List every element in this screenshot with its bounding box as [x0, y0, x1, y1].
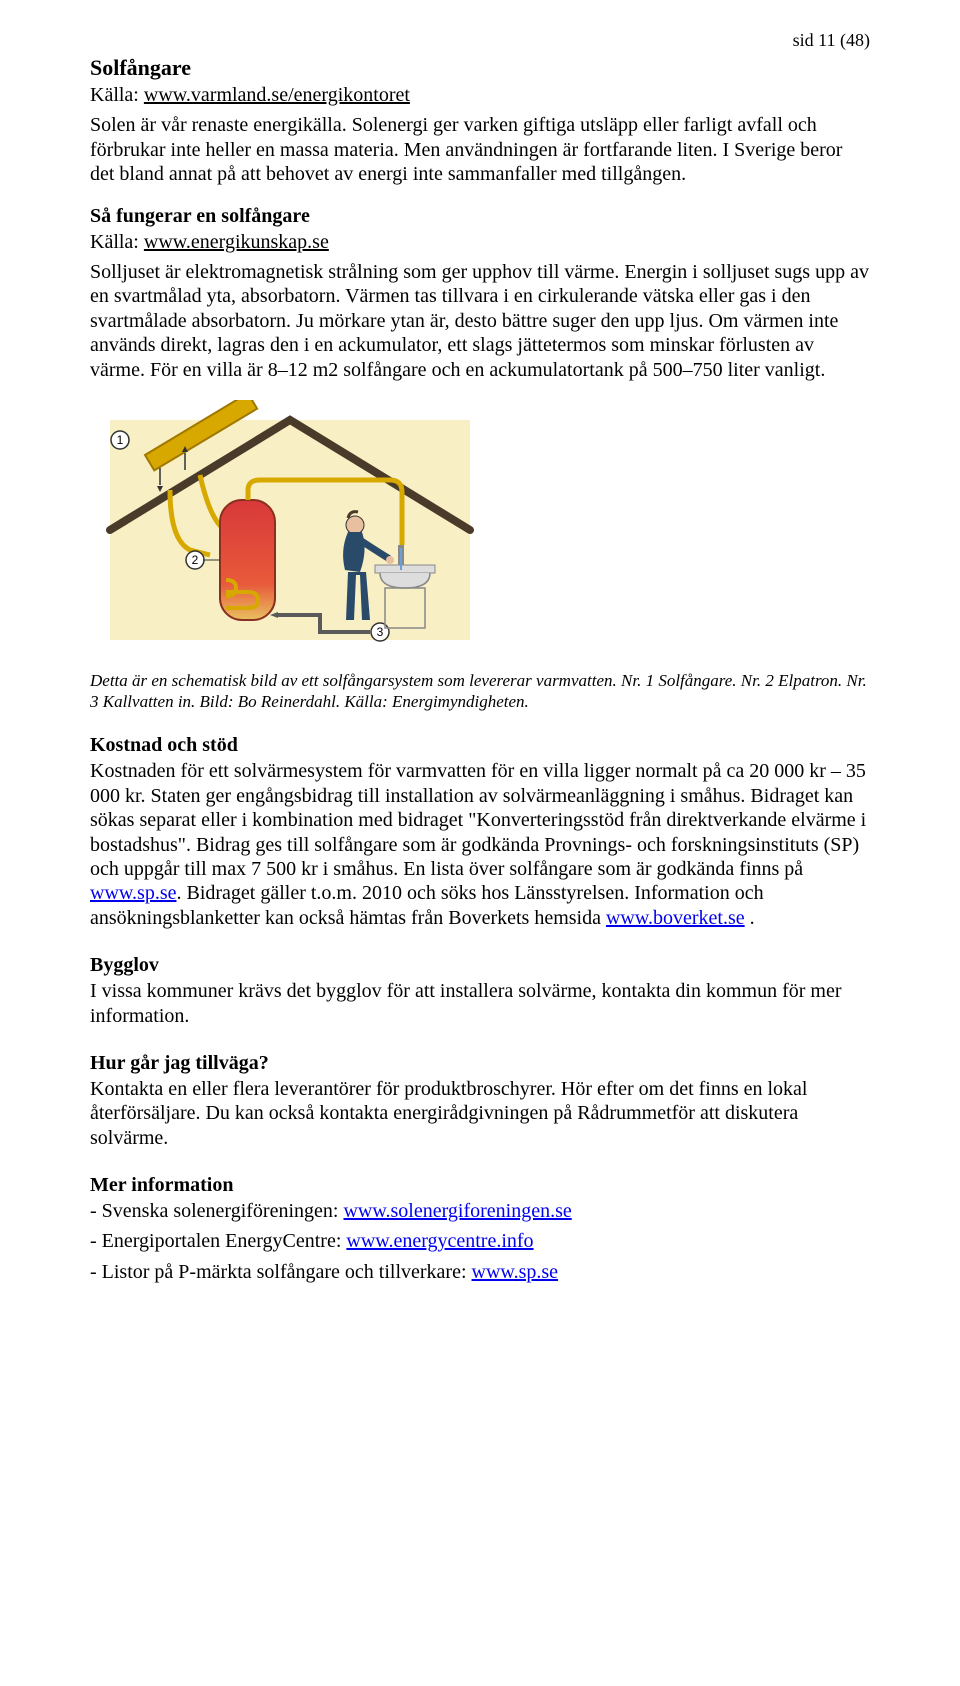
body-bygglov: I vissa kommuner krävs det bygglov för a… — [90, 979, 870, 1028]
link-boverket[interactable]: www.boverket.se — [606, 907, 745, 929]
body-fungerar: Solljuset är elektromagnetisk strålning … — [90, 260, 870, 382]
body-kostnad: Kostnaden för ett solvärmesystem för var… — [90, 759, 870, 930]
link-solenergiforeningen[interactable]: www.solenergiforeningen.se — [343, 1200, 571, 1222]
body-solfangare: Solen är vår renaste energikälla. Solene… — [90, 113, 870, 186]
section-title-fungerar: Så fungerar en solfångare — [90, 205, 870, 228]
section-title-bygglov: Bygglov — [90, 954, 870, 977]
svg-text:2: 2 — [192, 553, 199, 567]
solfangare-diagram: 1 2 — [90, 400, 870, 660]
mer-item-1: - Svenska solenergiföreningen: www.solen… — [90, 1199, 870, 1223]
figure-caption: Detta är en schematisk bild av ett solfå… — [90, 670, 870, 713]
mer-item-2: - Energiportalen EnergyCentre: www.energ… — [90, 1229, 870, 1253]
body-hur: Kontakta en eller flera leverantörer för… — [90, 1077, 870, 1150]
svg-text:3: 3 — [377, 625, 384, 639]
source-link-fungerar: www.energikunskap.se — [144, 231, 329, 253]
page-number: sid 11 (48) — [90, 30, 870, 51]
section-title-kostnad: Kostnad och stöd — [90, 734, 870, 757]
link-sp-se[interactable]: www.sp.se — [90, 882, 176, 904]
link-energycentre[interactable]: www.energycentre.info — [346, 1230, 533, 1252]
section-title-hur: Hur går jag tillväga? — [90, 1052, 870, 1075]
mer-item-3: - Listor på P-märkta solfångare och till… — [90, 1260, 870, 1284]
section-title-mer: Mer information — [90, 1174, 870, 1197]
section-title-solfangare: Solfångare — [90, 55, 870, 81]
link-sp-se-2[interactable]: www.sp.se — [472, 1261, 558, 1283]
source-line-solfangare: Källa: www.varmland.se/energikontoret — [90, 83, 870, 107]
svg-text:1: 1 — [117, 433, 124, 447]
source-link-solfangare: www.varmland.se/energikontoret — [144, 84, 410, 106]
document-page: sid 11 (48) Solfångare Källa: www.varmla… — [0, 0, 960, 1330]
source-line-fungerar: Källa: www.energikunskap.se — [90, 230, 870, 254]
